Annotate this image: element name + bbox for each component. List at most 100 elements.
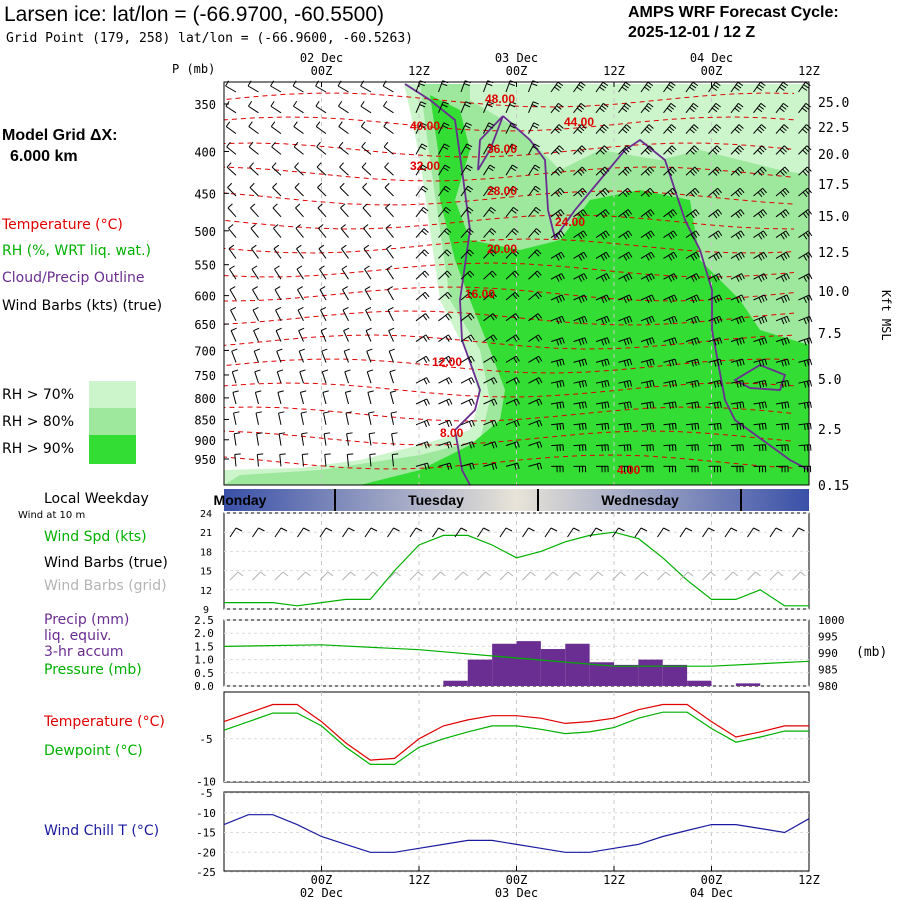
bottom-date-label: 03 Dec: [495, 886, 538, 900]
wind-barb: [753, 401, 767, 409]
wind-barb-flag: [671, 423, 674, 430]
wind-barb-flag: [644, 128, 650, 134]
wind-barb: [550, 422, 565, 431]
wind-barb-flag: [490, 315, 495, 321]
wind-barb-flag: [491, 399, 495, 406]
wind-barb-staff: [295, 207, 304, 218]
wind-barb-staff: [250, 207, 259, 218]
wind-barb: [296, 265, 304, 280]
wind-barb-staff: [438, 207, 447, 218]
wind-barb: [595, 337, 610, 346]
wind-barb-flag: [535, 293, 540, 300]
temperature-contour-label: 4.00: [617, 463, 641, 477]
wind-barb-flag: [384, 162, 389, 168]
wind-barb-flag: [735, 212, 740, 219]
wind-barb-flag: [423, 421, 428, 428]
wind-barb-staff: [343, 351, 349, 363]
wind-barb-flag: [555, 297, 560, 304]
wind-barb: [595, 209, 610, 219]
precip-bar: [662, 664, 688, 686]
wind-barb-flag: [671, 274, 675, 281]
wind-barb-flag: [690, 233, 695, 240]
wind-barb-staff: [483, 122, 490, 134]
wind-barb: [248, 121, 259, 135]
wind-barb-flag: [737, 81, 744, 87]
wind-barb: [299, 369, 306, 384]
wind-barb-staff: [227, 187, 237, 197]
wind-barb: [483, 291, 497, 301]
surface-barb-grid-flag: [305, 571, 311, 577]
precip-bar: [443, 680, 468, 686]
legend-rh90: RH > 90%: [2, 441, 75, 457]
wind-barb: [528, 206, 541, 218]
wind-barb-flag: [803, 297, 807, 304]
wind-barb-staff: [505, 377, 517, 384]
wind-barb-flag: [693, 102, 699, 108]
wind-barb: [383, 141, 394, 155]
surface-barb-grid: [477, 571, 486, 581]
wind-barb: [663, 422, 677, 431]
wind-barb-flag: [802, 170, 808, 176]
wind-barb: [248, 141, 259, 155]
grid-point-subtitle: Grid Point (179, 258) lat/lon = (-66.960…: [6, 31, 413, 46]
wind-barb-flag: [538, 398, 543, 405]
wind-barb-staff: [256, 433, 259, 446]
wind-barb-staff: [317, 207, 327, 218]
wind-barb-flag: [649, 423, 652, 430]
wind-barb-flag: [674, 380, 678, 387]
wind-barb-staff: [321, 371, 327, 384]
wind-barb-flag: [387, 286, 393, 291]
wind-barb-staff: [255, 412, 259, 425]
wind-barb-staff: [367, 392, 372, 405]
wind-barb-staff: [505, 249, 515, 259]
wind-barb-flag: [488, 209, 495, 214]
top-time-tick: 12Z: [603, 64, 625, 78]
wind-barb-staff: [550, 358, 563, 363]
wind-barb-flag: [558, 232, 563, 238]
wind-barb: [415, 228, 429, 238]
wind-barb-staff: [249, 166, 259, 176]
bottom-time-tick: 12Z: [408, 873, 430, 887]
wind-barb: [618, 187, 632, 198]
wind-barb: [505, 313, 520, 322]
wind-barb-flag: [737, 189, 743, 196]
wind-barb-flag: [341, 244, 347, 250]
wind-barb-flag: [783, 274, 788, 281]
wind-barb-flag: [558, 317, 563, 324]
wind-barb-flag: [513, 228, 519, 233]
wind-barb-flag: [716, 402, 719, 409]
wind-barb: [320, 327, 327, 342]
wind-barb-flag: [467, 315, 473, 321]
wind-barb-flag: [786, 337, 790, 344]
wind-barb-flag: [787, 358, 790, 365]
wind-barb: [415, 313, 430, 322]
wind-barb-flag: [784, 338, 787, 345]
wind-barb-flag: [762, 187, 767, 194]
wind-barb-flag: [714, 147, 720, 153]
wind-barb-flag: [674, 337, 678, 344]
wind-barb-flag: [781, 147, 787, 153]
wind-barb-staff: [323, 412, 327, 425]
wind-barb-flag: [494, 420, 498, 427]
wind-barb: [363, 244, 372, 259]
precip-tick: 0.0: [194, 680, 214, 693]
wind-barb: [550, 444, 564, 452]
wind-barb: [343, 327, 350, 342]
wind-barb-staff: [460, 101, 467, 113]
wind-barb-flag: [248, 100, 253, 107]
wind-barb: [708, 230, 723, 240]
rh90-region: [360, 95, 809, 485]
wind-barb-flag: [556, 424, 559, 431]
wind-barb-flag: [514, 270, 520, 276]
pressure-line: [223, 644, 810, 667]
wind-barb-staff: [708, 444, 721, 447]
wind-barb: [339, 182, 349, 197]
wind-barb-flag: [621, 86, 628, 91]
wind-barb-flag: [670, 81, 676, 87]
wind-barb-staff: [460, 441, 473, 447]
wind-barb-flag: [803, 381, 807, 388]
wind-barb-flag: [805, 102, 811, 108]
wind-barb-flag: [601, 402, 604, 409]
wind-barb: [753, 187, 767, 198]
wind-barb: [339, 162, 349, 176]
